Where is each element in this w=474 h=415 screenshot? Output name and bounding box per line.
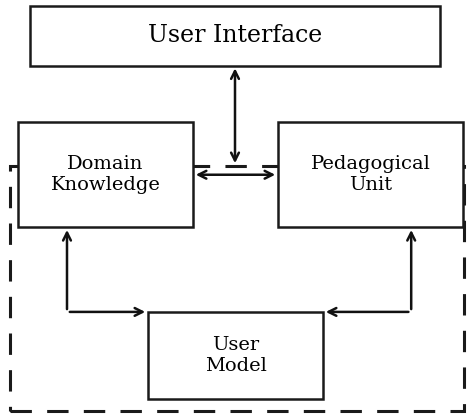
- Bar: [18, 122, 193, 227]
- Text: User
Model: User Model: [205, 336, 266, 375]
- Bar: [148, 312, 323, 399]
- Bar: [278, 122, 463, 227]
- Bar: [10, 166, 464, 410]
- Bar: [30, 6, 440, 66]
- Text: User Interface: User Interface: [148, 24, 322, 47]
- Text: Domain
Knowledge: Domain Knowledge: [51, 155, 160, 194]
- Text: Pedagogical
Unit: Pedagogical Unit: [310, 155, 430, 194]
